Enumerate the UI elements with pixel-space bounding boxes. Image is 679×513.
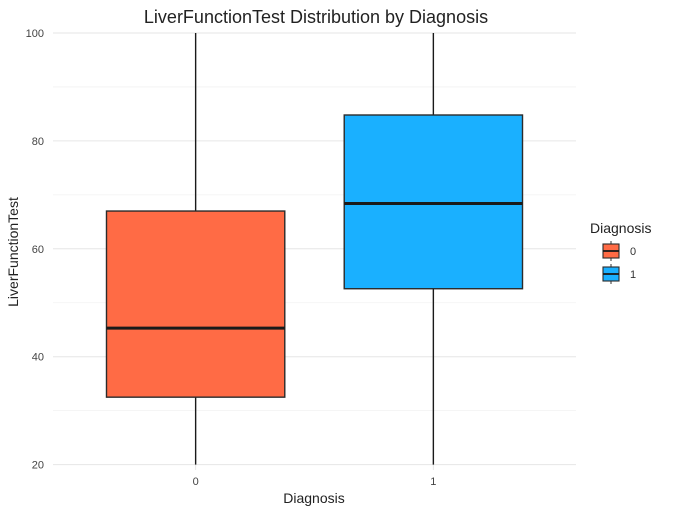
legend-label: 1 — [630, 269, 636, 281]
y-tick-label: 20 — [32, 460, 44, 472]
y-tick-label: 60 — [32, 244, 44, 256]
legend: Diagnosis 0 1 — [590, 220, 651, 284]
x-axis-title: Diagnosis — [283, 490, 344, 506]
legend-title: Diagnosis — [590, 220, 651, 236]
box-0 — [105, 33, 286, 465]
y-axis-title: LiverFunctionTest — [5, 197, 21, 307]
y-tick-label: 100 — [26, 28, 44, 40]
legend-item-0: 0 — [602, 241, 636, 261]
y-tick-label: 40 — [32, 352, 44, 364]
box-series — [105, 33, 524, 465]
box-iqr — [343, 114, 524, 290]
box-iqr — [105, 210, 286, 398]
y-axis-ticks: 20 40 60 80 100 — [26, 28, 44, 472]
legend-item-1: 1 — [602, 264, 636, 284]
legend-label: 0 — [630, 246, 636, 258]
x-tick-label: 1 — [430, 476, 436, 488]
chart-title: LiverFunctionTest Distribution by Diagno… — [144, 7, 488, 27]
box-1 — [343, 33, 524, 465]
y-tick-label: 80 — [32, 136, 44, 148]
x-tick-label: 0 — [193, 476, 199, 488]
